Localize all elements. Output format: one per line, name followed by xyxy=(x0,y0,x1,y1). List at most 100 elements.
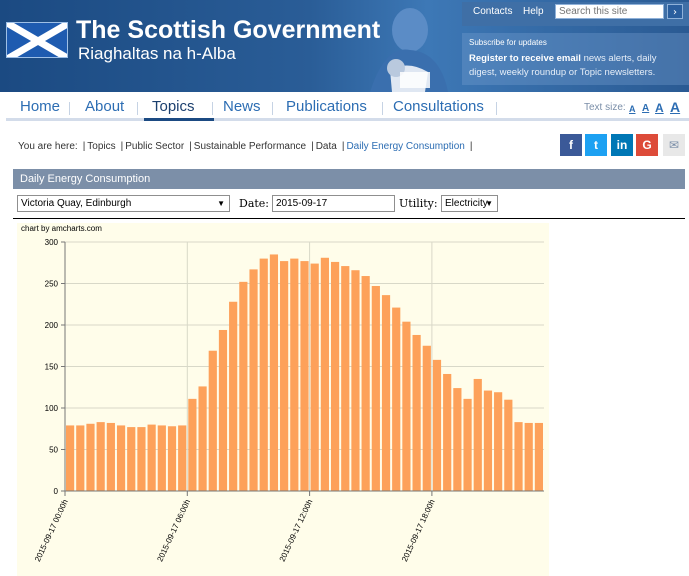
chart-bar xyxy=(341,266,350,491)
text-size-label: Text size: xyxy=(584,102,626,113)
breadcrumb-sustainable-performance[interactable]: Sustainable Performance xyxy=(193,141,307,152)
y-tick-label: 150 xyxy=(45,363,59,372)
contacts-link[interactable]: Contacts xyxy=(473,6,513,17)
nav-divider xyxy=(272,102,273,115)
chart-bar xyxy=(320,257,329,491)
y-tick-label: 0 xyxy=(54,487,59,496)
chart-bar xyxy=(157,425,166,491)
x-tick-label: 2015-09-17 18:00h xyxy=(400,498,437,563)
chart-bar xyxy=(443,373,452,491)
date-input[interactable]: 2015-09-17 xyxy=(272,195,395,212)
nav-news[interactable]: News xyxy=(223,98,261,115)
chart-canvas: 0 50 100 150 200 250 300 2015-09-17 00:00h 2015-… xyxy=(33,238,544,563)
nav-divider xyxy=(496,102,497,115)
x-tick-label: 2015-09-17 12:00h xyxy=(278,498,315,563)
filter-bar: Victoria Quay, Edinburgh ▼ Date: 2015-09… xyxy=(13,193,685,219)
breadcrumb-public-sector[interactable]: Public Sector xyxy=(125,141,185,152)
utility-select-value: Electricity xyxy=(445,198,488,209)
chart-bar xyxy=(280,261,289,491)
nav-active-indicator xyxy=(144,118,214,121)
register-email-link[interactable]: Register to receive email xyxy=(469,53,581,64)
y-tick-label: 300 xyxy=(45,238,59,247)
y-tick-label: 250 xyxy=(45,280,59,289)
location-select-value: Victoria Quay, Edinburgh xyxy=(21,198,132,209)
chevron-down-icon: ▼ xyxy=(217,199,225,208)
twitter-icon[interactable]: t xyxy=(585,134,607,156)
chart-credit[interactable]: chart by amcharts.com xyxy=(21,224,102,233)
breadcrumb-topics[interactable]: Topics xyxy=(87,141,116,152)
site-header: The Scottish Government Riaghaltas na h-… xyxy=(0,0,689,92)
search-input[interactable] xyxy=(555,4,664,19)
search-go-button[interactable]: › xyxy=(667,4,683,19)
chart-bar xyxy=(422,345,431,491)
panel-title: Daily Energy Consumption xyxy=(13,169,685,189)
chart-bar xyxy=(534,422,543,491)
x-tick-label: 2015-09-17 06:00h xyxy=(155,498,192,563)
y-tick-label: 100 xyxy=(45,404,59,413)
breadcrumb-data[interactable]: Data xyxy=(315,141,337,152)
nav-publications[interactable]: Publications xyxy=(286,98,367,115)
chart-bar xyxy=(249,269,258,491)
text-size-medium[interactable]: A xyxy=(642,103,650,114)
chart-bar xyxy=(351,270,360,491)
chart-bar xyxy=(269,254,279,491)
nav-home[interactable]: Home xyxy=(20,98,61,115)
nav-about[interactable]: About xyxy=(85,98,125,115)
location-select[interactable]: Victoria Quay, Edinburgh ▼ xyxy=(17,195,230,212)
subscribe-box: Subscribe for updates Register to receiv… xyxy=(462,33,689,85)
chart-bar xyxy=(96,422,105,491)
email-icon[interactable]: ✉ xyxy=(663,134,685,156)
chart-bar xyxy=(116,425,126,491)
chart-bar xyxy=(127,427,136,491)
help-link[interactable]: Help xyxy=(523,6,544,17)
text-size-large[interactable]: A xyxy=(655,101,664,115)
chart-bar xyxy=(473,378,482,491)
subscribe-title: Subscribe for updates xyxy=(469,38,547,47)
site-subtitle: Riaghaltas na h-Alba xyxy=(78,44,236,63)
y-tick-label: 50 xyxy=(49,446,58,455)
chart-bar xyxy=(208,350,217,491)
text-size-xlarge[interactable]: A xyxy=(670,99,681,115)
chart-bar xyxy=(361,276,370,491)
chart-bar xyxy=(147,424,156,491)
chart-bar xyxy=(76,425,85,491)
chart-bar xyxy=(453,388,462,491)
chart-bar xyxy=(412,334,421,491)
utility-label: Utility: xyxy=(399,197,438,210)
chart-bar xyxy=(310,263,319,491)
chart-bar xyxy=(106,422,115,491)
site-title[interactable]: The Scottish Government xyxy=(76,16,381,44)
text-size-small[interactable]: A xyxy=(629,104,636,114)
nav-consultations[interactable]: Consultations xyxy=(393,98,484,115)
chart-bar xyxy=(178,425,187,491)
chart-bar xyxy=(381,295,391,491)
breadcrumb-current[interactable]: Daily Energy Consumption xyxy=(346,141,465,152)
utility-select[interactable]: Electricity ▼ xyxy=(441,195,498,212)
chart-bar xyxy=(432,359,442,491)
chart-bar xyxy=(218,329,228,491)
chart-bar xyxy=(494,392,503,491)
chart-bar xyxy=(167,426,177,491)
chart-bar xyxy=(371,285,380,491)
chevron-down-icon: ▼ xyxy=(485,199,493,208)
chart-bar xyxy=(66,425,75,491)
chart-bar xyxy=(188,398,197,491)
linkedin-icon[interactable]: in xyxy=(611,134,633,156)
nav-divider xyxy=(382,102,383,115)
facebook-icon[interactable]: f xyxy=(560,134,582,156)
subscribe-text: Register to receive email news alerts, d… xyxy=(469,52,684,80)
chart-bar xyxy=(229,301,238,491)
google-plus-icon[interactable]: G xyxy=(636,134,658,156)
chart-bar xyxy=(300,261,309,491)
chart-bar xyxy=(514,422,523,491)
chart-bar xyxy=(463,398,472,491)
nav-divider xyxy=(212,102,213,115)
energy-chart: chart by amcharts.com 0 50 100 150 200 250 300… xyxy=(17,223,549,576)
nav-topics[interactable]: Topics xyxy=(152,98,195,115)
y-tick-label: 200 xyxy=(45,321,59,330)
chart-bar xyxy=(524,422,533,491)
chart-bar xyxy=(504,399,513,491)
subscribe-description: news alerts, daily digest, weekly roundu… xyxy=(469,53,657,78)
saltire-logo-icon[interactable] xyxy=(6,22,68,58)
nav-divider xyxy=(137,102,138,115)
